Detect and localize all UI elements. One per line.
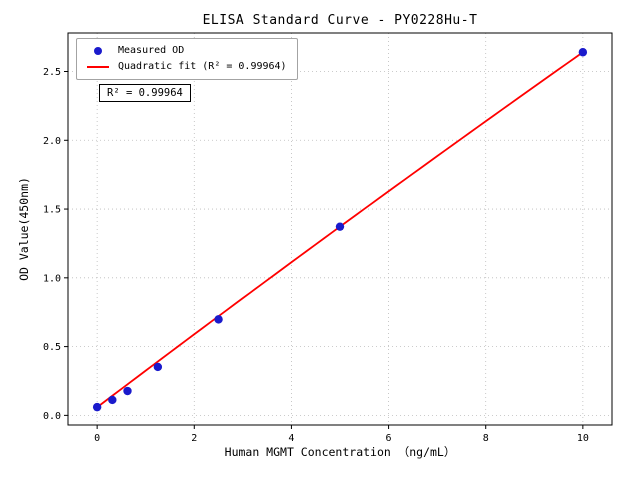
- scatter-marker-icon: [94, 47, 102, 55]
- legend-item-quadratic-fit: Quadratic fit (R² = 0.99964): [85, 59, 287, 75]
- chart-title: ELISA Standard Curve - PY0228Hu-T: [202, 13, 478, 28]
- legend: Measured OD Quadratic fit (R² = 0.99964): [76, 38, 298, 80]
- svg-text:0: 0: [94, 433, 100, 444]
- legend-label-quadratic-fit: Quadratic fit (R² = 0.99964): [118, 61, 287, 72]
- svg-text:4: 4: [288, 433, 294, 444]
- svg-text:1.0: 1.0: [43, 273, 61, 284]
- r-squared-annotation: R² = 0.99964: [99, 84, 191, 102]
- svg-text:1.5: 1.5: [43, 205, 61, 216]
- svg-text:0.0: 0.0: [43, 411, 61, 422]
- svg-text:0.5: 0.5: [43, 342, 61, 353]
- line-marker-icon: [87, 66, 109, 68]
- legend-item-measured-od: Measured OD: [85, 43, 287, 59]
- svg-text:10: 10: [577, 433, 589, 444]
- svg-text:2.0: 2.0: [43, 136, 61, 147]
- svg-text:6: 6: [386, 433, 392, 444]
- legend-marker-wrap: [85, 66, 111, 68]
- legend-label-measured-od: Measured OD: [118, 45, 185, 56]
- svg-text:8: 8: [483, 433, 489, 444]
- svg-text:2.5: 2.5: [43, 67, 61, 78]
- legend-marker-wrap: [85, 47, 111, 55]
- svg-text:2: 2: [191, 433, 197, 444]
- x-axis-label: Human MGMT Concentration （ng/mL）: [224, 445, 456, 459]
